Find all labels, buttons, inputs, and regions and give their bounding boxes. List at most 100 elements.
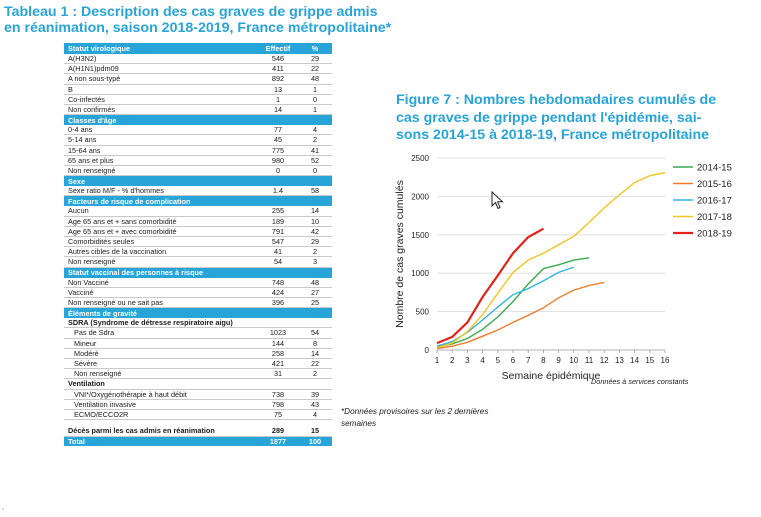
row-effectif: 421 (258, 358, 298, 370)
table-row: A(H3N2) 546 29 (64, 54, 332, 65)
y-tick-label: 2000 (411, 192, 429, 201)
legend-label: 2017-18 (697, 212, 732, 223)
row-label: A(H1N1)pdm09 (64, 63, 258, 75)
row-effectif: 798 (258, 399, 298, 411)
table-row: Comorbidités seules 547 29 (64, 236, 332, 248)
legend-label: 2018-19 (697, 229, 732, 240)
row-percent: 2 (298, 246, 332, 258)
row-effectif: 980 (258, 155, 298, 167)
x-tick-label: 8 (541, 356, 546, 365)
row-percent: 0 (298, 94, 332, 106)
table-row: Sévère 421 22 (64, 358, 332, 370)
table-title: Tableau 1 : Description des cas graves d… (4, 4, 424, 36)
table-row: Ventilation invasive 798 43 (64, 399, 332, 411)
row-label: B (64, 84, 258, 95)
row-percent (298, 318, 332, 329)
table-row: Co-infectés 1 0 (64, 94, 332, 106)
section-header: Statut virologique Effectif% (64, 43, 332, 54)
row-percent: 58 (298, 186, 332, 197)
row-label: A(H3N2) (64, 54, 258, 65)
row-percent: 4 (298, 409, 332, 421)
column-header-percent: % (298, 43, 332, 54)
column-header-effectif (258, 114, 298, 126)
total-row: Total 1877 100 (64, 436, 332, 446)
row-percent: 8 (298, 338, 332, 349)
x-tick-label: 12 (600, 356, 609, 365)
column-header-percent (298, 267, 332, 278)
section-header-label: Classes d'âge (64, 114, 258, 126)
y-tick-label: 1000 (411, 269, 429, 278)
column-header-effectif (258, 267, 298, 278)
row-percent: 52 (298, 155, 332, 167)
row-percent: 22 (298, 358, 332, 370)
row-percent: 29 (298, 236, 332, 248)
row-label: Vacciné (64, 287, 258, 299)
table-row: Non Vacciné 748 48 (64, 277, 332, 288)
table-row: Autres cibles de la vaccination 41 2 (64, 246, 332, 258)
table-row: Ventilation (64, 378, 332, 390)
x-tick-label: 4 (480, 356, 485, 365)
series-line-2015-16 (436, 281, 605, 350)
y-tick-label: 500 (416, 308, 430, 317)
table-row: Décès parmi les cas admis en réanimation… (64, 426, 332, 437)
row-label: Décès parmi les cas admis en réanimation (64, 426, 258, 437)
row-label: SDRA (Syndrome de détresse respiratoire … (64, 318, 258, 329)
table-row: Non renseigné ou ne sait pas 396 25 (64, 297, 332, 309)
row-label: 65 ans et plus (64, 155, 258, 167)
row-effectif: 258 (258, 348, 298, 360)
row-percent: 27 (298, 287, 332, 299)
table-row: Pas de Sdra 1023 54 (64, 327, 332, 339)
row-percent: 2 (298, 368, 332, 380)
table-row: Mineur 144 8 (64, 338, 332, 349)
section-header: Classes d'âge (64, 114, 332, 126)
row-effectif (258, 318, 298, 329)
x-tick-label: 10 (569, 356, 578, 365)
series-line-2016-17 (436, 266, 575, 347)
legend-label: 2014-15 (697, 163, 732, 174)
column-header-percent (298, 175, 332, 187)
series-line-2017-18 (436, 171, 666, 349)
table-row: VNI*/Oxygénothérapie à haut débit 738 39 (64, 389, 332, 400)
row-effectif: 775 (258, 145, 298, 156)
x-tick-label: 11 (585, 356, 594, 365)
row-percent: 22 (298, 63, 332, 75)
row-effectif: 41 (258, 246, 298, 258)
section-header-label: Statut virologique (64, 43, 258, 54)
x-tick-label: 14 (630, 356, 639, 365)
row-percent: 10 (298, 216, 332, 227)
row-label: Non Vacciné (64, 277, 258, 288)
y-tick-label: 0 (425, 346, 430, 355)
row-percent: 1 (298, 104, 332, 116)
table-row: Non renseigné 0 0 (64, 165, 332, 177)
table-row: Non confirmés 14 1 (64, 104, 332, 116)
table-row: Age 65 ans et + sans comorbidité 189 10 (64, 216, 332, 227)
table-row: ECMO/ECCO2R 75 4 (64, 409, 332, 421)
table-row: Modéré 258 14 (64, 348, 332, 360)
legend-label: 2015-16 (697, 179, 732, 190)
row-effectif: 45 (258, 134, 298, 146)
column-header-effectif: Effectif (258, 43, 298, 54)
column-header-percent (298, 114, 332, 126)
table-row: A non sous-typé 892 48 (64, 73, 332, 85)
row-percent: 39 (298, 389, 332, 400)
x-tick-label: 13 (615, 356, 624, 365)
row-effectif: 14 (258, 104, 298, 116)
description-table: Statut virologique Effectif% A(H3N2) 546 29 A… (64, 43, 332, 446)
x-tick-label: 2 (450, 356, 455, 365)
row-percent: 48 (298, 73, 332, 85)
row-label: Non confirmés (64, 104, 258, 116)
y-axis-title: Nombre de cas graves cumulés (394, 180, 406, 328)
section-header: Statut vaccinal des personnes à risque (64, 267, 332, 278)
row-label: Aucun (64, 206, 258, 217)
row-label: VNI*/Oxygénothérapie à haut débit (64, 389, 258, 400)
section-header: Éléments de gravité (64, 307, 332, 319)
row-effectif: 546 (258, 54, 298, 65)
x-tick-label: 9 (556, 356, 561, 365)
x-axis-title: Semaine épidémique (502, 370, 601, 382)
row-effectif: 791 (258, 226, 298, 238)
page-mark: ´ (2, 509, 5, 516)
row-effectif: 77 (258, 125, 298, 136)
x-tick-label: 1 (435, 356, 440, 365)
row-percent: 25 (298, 297, 332, 309)
